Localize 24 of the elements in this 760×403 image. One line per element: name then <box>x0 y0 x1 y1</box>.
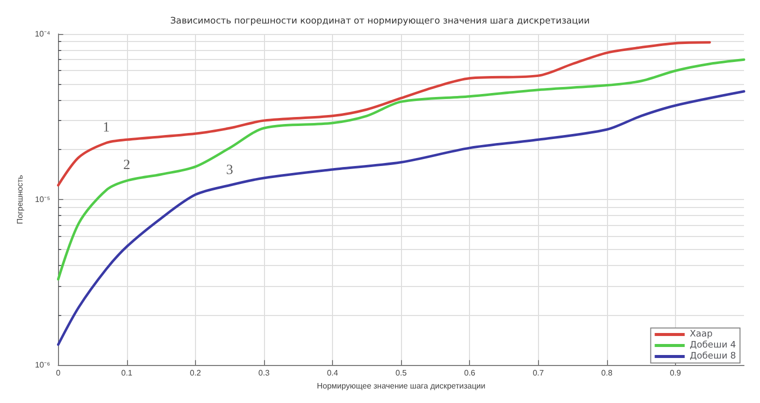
x-tick-label: 0.2 <box>190 368 202 378</box>
x-axis-title: Нормирующее значение шага дискретизации <box>316 382 486 390</box>
x-tick-label: 0.8 <box>601 368 613 378</box>
legend-label: Добеши 4 <box>690 340 736 350</box>
x-tick-label: 0.3 <box>258 368 270 378</box>
chart-title: Зависимость погрешности координат от нормирующего значения шага дискретизации <box>170 16 590 26</box>
y-tick-label: 10⁻⁴ <box>34 30 51 38</box>
x-tick-label: 0.1 <box>121 368 133 378</box>
x-tick-label: 0.7 <box>532 368 544 378</box>
y-axis-title: Погрешность <box>16 174 24 224</box>
x-tick-label: 0.9 <box>670 368 682 378</box>
line-series <box>56 58 746 281</box>
annotation: 2 <box>123 158 130 174</box>
x-tick-label: 0 <box>56 368 62 378</box>
x-tick-label: 0.6 <box>464 368 476 378</box>
x-tick-label: 0.4 <box>326 368 339 378</box>
legend-label: Хаар <box>690 330 713 340</box>
legend-label: Добеши 8 <box>690 352 736 362</box>
y-tick-label: 10⁻⁶ <box>35 360 50 370</box>
x-tick-label: 0.5 <box>396 368 408 378</box>
annotation: 1 <box>102 120 110 136</box>
line-series <box>56 41 711 187</box>
y-tick-label: 10⁻⁵ <box>35 195 50 204</box>
annotation: 3 <box>226 162 234 178</box>
